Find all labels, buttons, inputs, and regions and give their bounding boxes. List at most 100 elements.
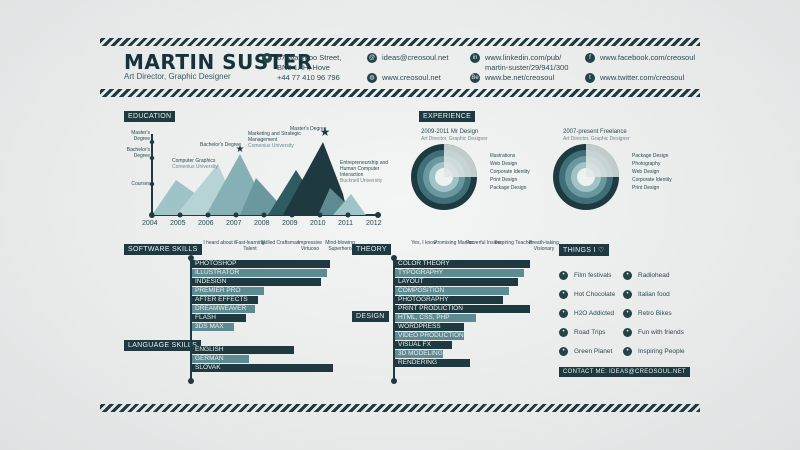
job-2-title: 2007-present Freelance xyxy=(563,129,627,135)
person-name: MARTIN SUSTER xyxy=(124,50,313,74)
email-text[interactable]: ideas@creosoul.net xyxy=(382,53,449,62)
email-contact[interactable]: @ ideas@creosoul.net xyxy=(367,53,448,63)
year-label: 2004 xyxy=(142,220,158,227)
skill-label: HTML, CSS, PHP xyxy=(398,314,450,321)
facebook-contact[interactable]: f www.facebook.com/creosoul xyxy=(585,53,695,63)
axis-dot xyxy=(188,255,194,261)
job-item: Package Design xyxy=(490,185,527,191)
thing-label: Road Trips xyxy=(574,329,606,336)
skill-label: LAYOUT xyxy=(398,278,424,285)
skill-bar xyxy=(192,314,246,322)
skill-bar xyxy=(192,278,321,286)
music-icon: • xyxy=(623,271,632,280)
year-label: 2008 xyxy=(254,220,270,227)
people-icon: • xyxy=(623,328,632,337)
contact-cta[interactable]: CONTACT ME: IDEAS@CREOSOUL.NET xyxy=(559,367,690,377)
job-1-items: Illustrations Web Design Corporate Ident… xyxy=(490,152,550,192)
year-label: 2012 xyxy=(366,220,382,227)
level-label: Mind-blowing Superhero xyxy=(325,240,355,252)
address-line2: BN3 1AH, Hove xyxy=(277,63,330,72)
skill-bar xyxy=(192,269,327,277)
thing-label: Hot Chocolate xyxy=(574,291,616,298)
food-icon: • xyxy=(623,290,632,299)
thing-item: • H2O Addicted xyxy=(559,309,614,318)
skill-bar xyxy=(192,355,249,363)
address-line1: 67 Waterloo Street, xyxy=(277,53,342,62)
thing-item: • Fun with friends xyxy=(623,328,684,337)
edu-note-text: Computer Graphics xyxy=(172,158,216,164)
email-icon: @ xyxy=(367,53,377,63)
linkedin-line2[interactable]: martin-suster/29/941/300 xyxy=(485,63,569,72)
edu-note-bachelors: Bachelor's Degree xyxy=(200,142,241,148)
year-label: 2006 xyxy=(198,220,214,227)
design-heading: DESIGN xyxy=(352,311,389,322)
education-chart: ★ ★ xyxy=(149,125,381,218)
svg-text:★: ★ xyxy=(236,144,245,155)
facebook-text[interactable]: www.facebook.com/creosoul xyxy=(600,53,696,62)
skill-label: PRINT PRODUCTION xyxy=(398,305,463,312)
twitter-contact[interactable]: t www.twitter.com/creosoul xyxy=(585,73,684,83)
phone: +44 77 410 96 796 xyxy=(277,73,340,82)
skill-label: AFTER EFFECTS xyxy=(195,296,248,303)
thing-item: • Italian food xyxy=(623,290,670,299)
car-icon: • xyxy=(559,328,568,337)
behance-icon: Be xyxy=(470,73,480,83)
skill-bar xyxy=(192,305,255,313)
location-icon: ● xyxy=(262,53,272,63)
edu-note-sub: Comenius University xyxy=(248,143,294,149)
linkedin-line1[interactable]: www.linkedin.com/pub/ xyxy=(485,53,562,62)
edu-level-bachelors: Bachelor's Degree xyxy=(126,147,150,159)
edu-level-masters: Master's Degree xyxy=(131,130,150,142)
skill-label: PHOTOGRAPHY xyxy=(398,296,449,303)
twitter-text[interactable]: www.twitter.com/creosoul xyxy=(600,73,685,82)
behance-text[interactable]: www.be.net/creosoul xyxy=(485,73,555,82)
skill-label: INDESIGN xyxy=(195,278,227,285)
job-item: Print Design xyxy=(490,177,518,183)
film-icon: • xyxy=(559,271,568,280)
job-1-subtitle: Art Director, Graphic Designer xyxy=(421,136,488,142)
thing-item: • Retro Bikes xyxy=(623,309,672,318)
skill-label: TYPOGRAPHY xyxy=(398,269,444,276)
skill-bar xyxy=(395,332,464,340)
skill-label: SLOVAK xyxy=(195,364,221,371)
thing-item: • Hot Chocolate xyxy=(559,290,615,299)
linkedin-contact[interactable]: in www.linkedin.com/pub/ martin-suster/2… xyxy=(470,53,568,73)
h2o-icon: • xyxy=(559,309,568,318)
year-label: 2010 xyxy=(310,220,326,227)
skill-bar xyxy=(192,364,333,372)
address-block: ● 67 Waterloo Street, BN3 1AH, Hove +44 … xyxy=(262,53,341,83)
level-label: Powerful Insider xyxy=(466,240,502,246)
level-label: Breath-taking Visionary xyxy=(529,240,559,252)
level-label: I heard about it xyxy=(203,240,237,246)
skill-label: ILLUSTRATOR xyxy=(195,269,240,276)
thing-label: Italian food xyxy=(638,291,670,298)
software-axis xyxy=(190,258,192,382)
job-2-donut xyxy=(553,144,619,210)
skill-bar xyxy=(395,341,452,349)
skill-bar xyxy=(395,269,524,277)
experience-heading: EXPERIENCE xyxy=(419,111,476,122)
skill-label: DREAMWEAVER xyxy=(195,305,247,312)
edu-note-sub: Comenius University xyxy=(172,164,218,170)
linkedin-icon: in xyxy=(470,53,480,63)
axis-dot xyxy=(391,255,397,261)
top-stripe xyxy=(100,38,700,46)
axis-dot xyxy=(391,378,397,384)
behance-contact[interactable]: Be www.be.net/creosoul xyxy=(470,73,554,83)
thing-label: Fun with friends xyxy=(638,329,684,336)
skill-bar xyxy=(395,314,476,322)
edu-note-text: Marketing and Strategic Management xyxy=(248,131,301,143)
globe-icon: ◍ xyxy=(367,73,377,83)
website-contact[interactable]: ◍ www.creosoul.net xyxy=(367,73,441,83)
year-label: 2005 xyxy=(170,220,186,227)
website-text[interactable]: www.creosoul.net xyxy=(382,73,441,82)
year-label: 2011 xyxy=(338,220,354,227)
bulb-icon: • xyxy=(623,347,632,356)
skill-bar xyxy=(192,346,294,354)
thing-label: Inspiring People xyxy=(638,348,685,355)
twitter-icon: t xyxy=(585,73,595,83)
edu-note-marketing: Marketing and Strategic Management Comen… xyxy=(248,131,308,149)
thing-label: Film festivals xyxy=(574,272,612,279)
job-item: Web Design xyxy=(632,169,660,175)
skill-bar xyxy=(395,260,530,268)
